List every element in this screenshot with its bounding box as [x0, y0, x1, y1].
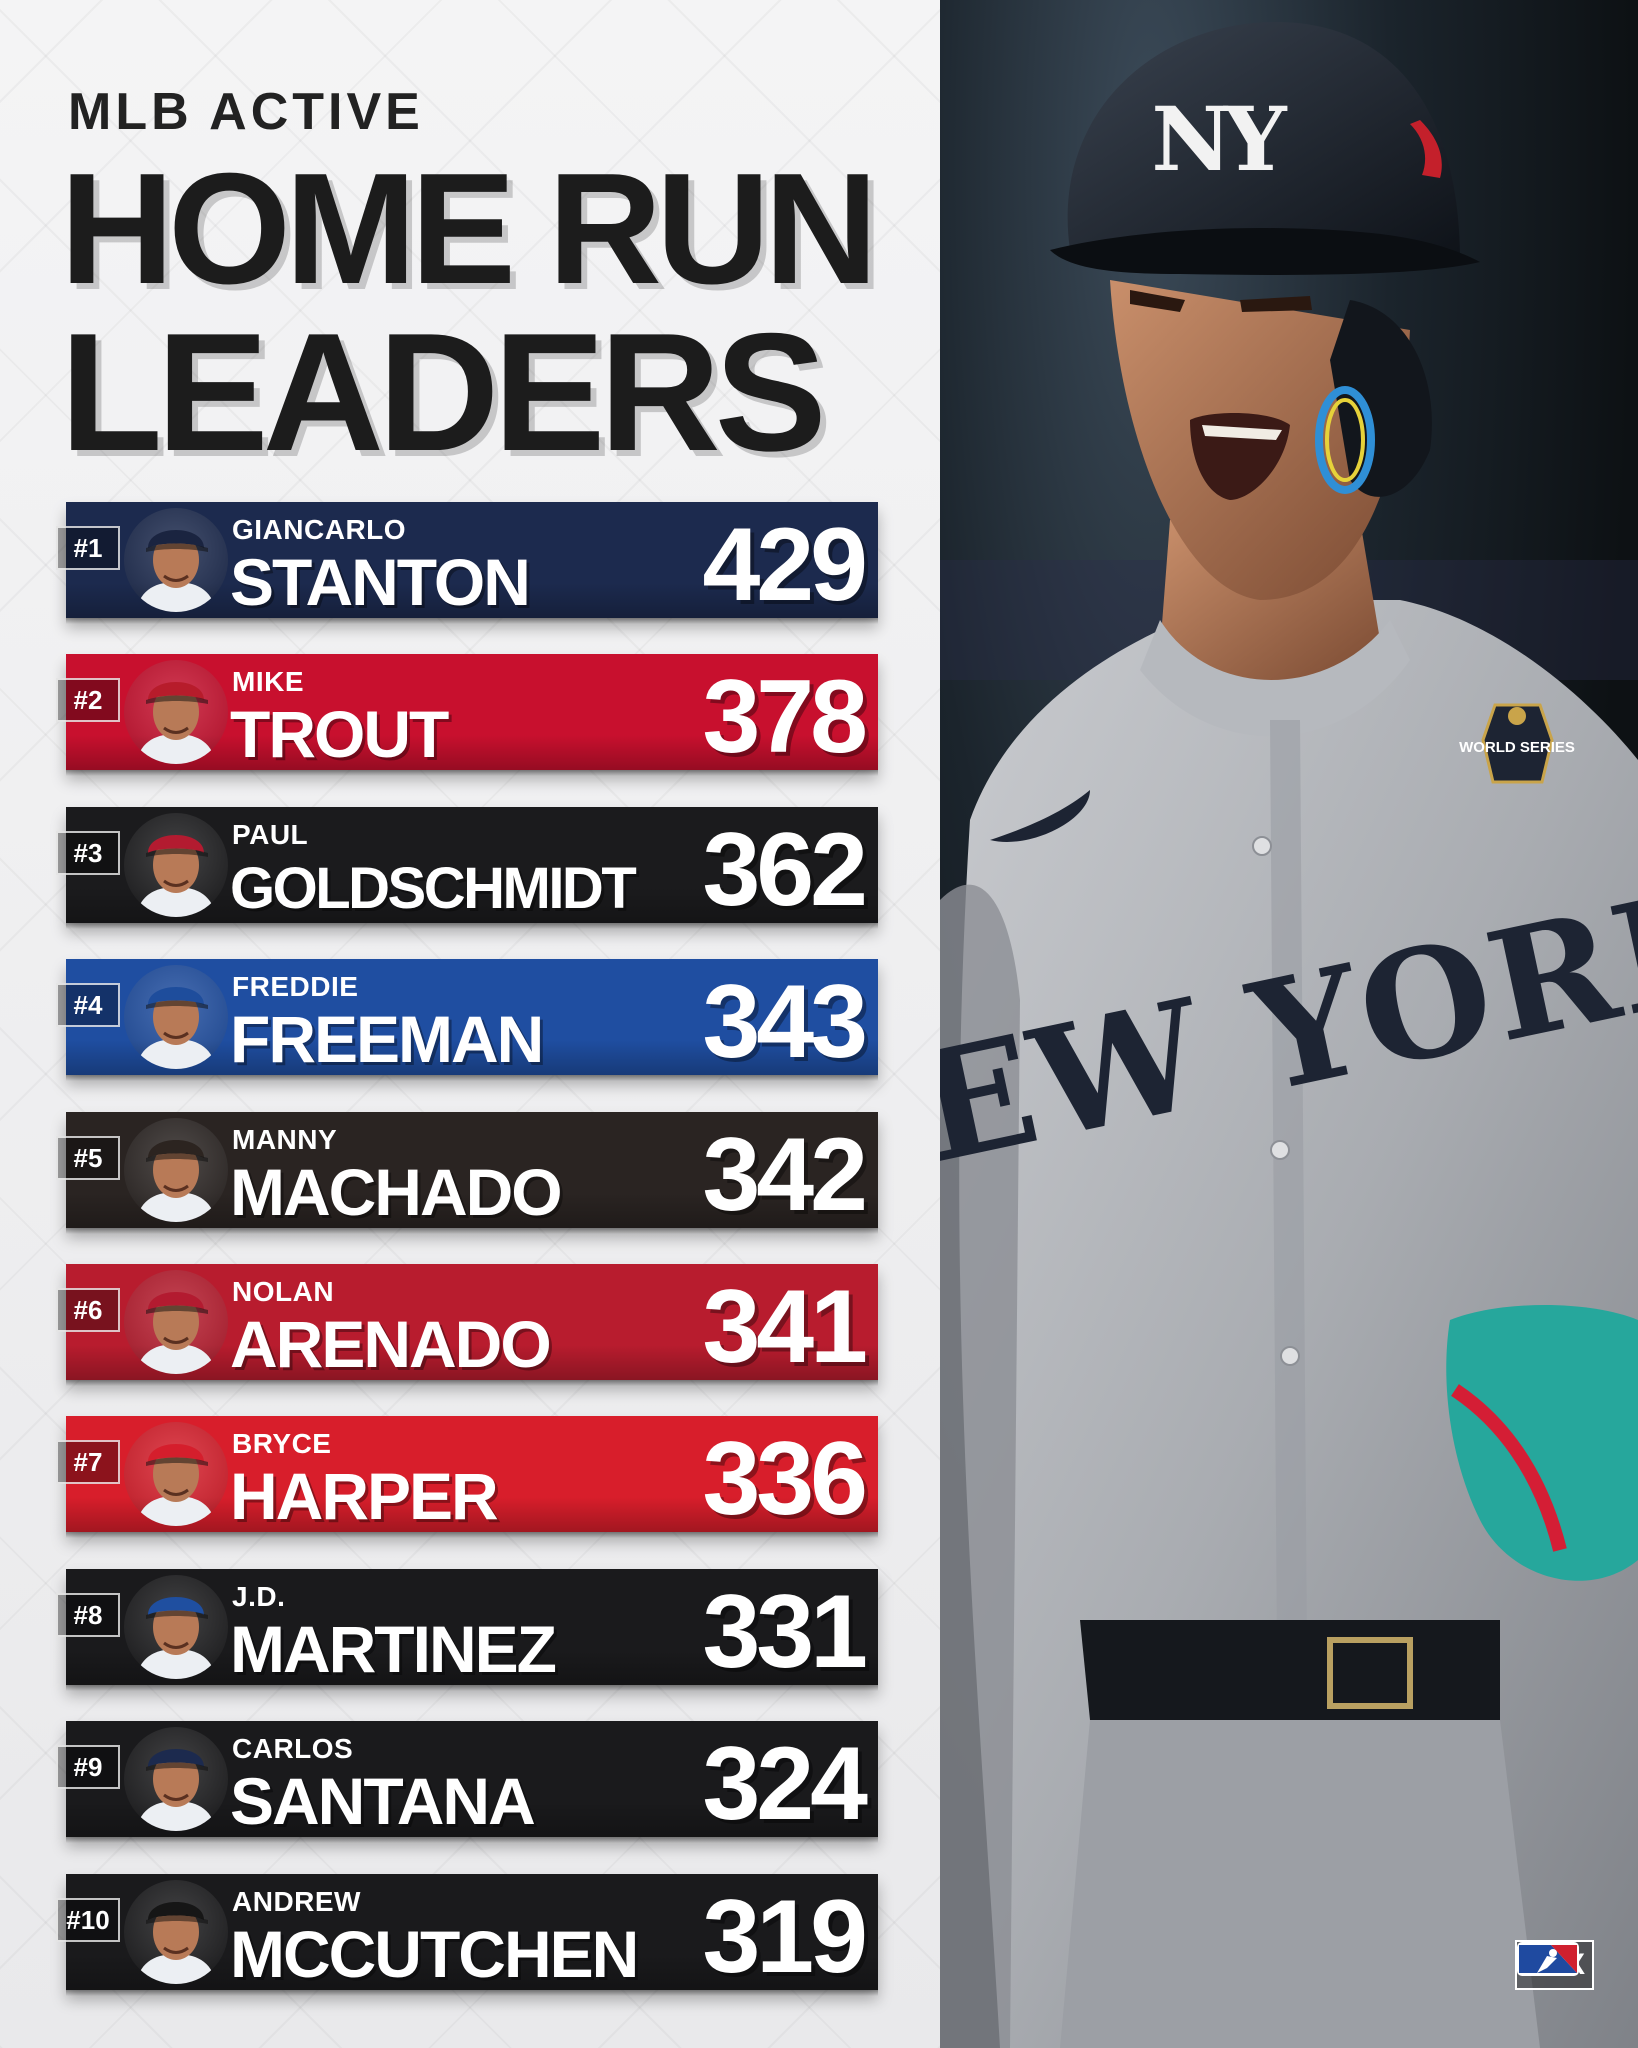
home-run-total: 362: [702, 811, 868, 928]
player-headshot-icon: [124, 1879, 228, 1984]
player-first-name: MIKE: [232, 666, 304, 698]
rank-badge: #8: [56, 1592, 120, 1637]
player-headshot-icon: [124, 1574, 228, 1679]
leader-row: #9 CARLOS SANTANA 324: [56, 1721, 878, 1844]
rank-badge: #5: [56, 1135, 120, 1180]
player-illustration: WORLD SERIES NEW YORK NY: [940, 21, 1638, 2048]
player-last-name: MACHADO: [230, 1154, 563, 1229]
home-run-total: 429: [702, 507, 868, 623]
rank-badge: #2: [56, 678, 120, 723]
rank-badge: #3: [56, 830, 120, 875]
home-run-total: 378: [702, 659, 868, 776]
rank-badge: #4: [56, 983, 120, 1028]
home-run-total: 342: [702, 1116, 868, 1233]
leader-row: #2 MIKE TROUT 378: [56, 654, 878, 777]
home-run-total: 341: [702, 1269, 868, 1385]
player-headshot-icon: [124, 660, 228, 765]
home-run-total: 336: [702, 1421, 868, 1538]
player-last-name: ARENADO: [230, 1307, 552, 1381]
world-series-patch-icon: [1481, 703, 1554, 784]
player-last-name: MCCUTCHEN: [230, 1916, 639, 1991]
player-first-name: ANDREW: [232, 1885, 361, 1917]
player-headshot-icon: [124, 1117, 228, 1222]
rank-badge: #1: [56, 526, 120, 570]
player-headshot-icon: [124, 508, 228, 612]
home-run-total: 319: [702, 1878, 868, 1995]
player-last-name: HARPER: [230, 1459, 499, 1534]
leader-row: #10 ANDREW MCCUTCHEN 319: [56, 1873, 878, 1996]
player-last-name: SANTANA: [230, 1764, 536, 1839]
world-series-patch-text: WORLD SERIES: [1459, 739, 1575, 756]
player-headshot-icon: [124, 1727, 228, 1832]
player-first-name: NOLAN: [232, 1276, 335, 1307]
kicker: MLB ACTIVE: [68, 83, 424, 141]
rank-badge: #9: [56, 1745, 120, 1790]
headline-line-2: LEADERS: [60, 298, 827, 486]
home-run-total: 343: [702, 964, 868, 1081]
player-headshot-icon: [124, 1270, 228, 1374]
player-first-name: J.D.: [232, 1580, 286, 1612]
player-first-name: MANNY: [232, 1123, 338, 1155]
leaderboard-panel: MLB ACTIVE HOME RUN LEADERS #1 GIANCARLO S…: [0, 0, 940, 2048]
player-first-name: GIANCARLO: [232, 514, 407, 545]
leader-row: #6 NOLAN ARENADO 341: [56, 1264, 878, 1386]
player-first-name: FREDDIE: [232, 971, 359, 1003]
player-headshot-icon: [124, 1422, 228, 1527]
home-run-total: 331: [702, 1573, 868, 1690]
network-logo: FOX: [1515, 1940, 1594, 1990]
leader-row: #4 FREDDIE FREEMAN 343: [56, 959, 878, 1082]
rank-badge: #10: [56, 1897, 120, 1942]
leader-row: #5 MANNY MACHADO 342: [56, 1111, 878, 1234]
player-headshot-icon: [124, 812, 228, 917]
mlb-logo-icon: [1517, 1942, 1580, 1976]
headline-line-1: HOME RUN: [60, 141, 878, 317]
rank-badge: #7: [56, 1440, 120, 1485]
player-first-name: BRYCE: [232, 1428, 332, 1460]
player-last-name: TROUT: [230, 697, 449, 772]
player-photo: WORLD SERIES NEW YORK NY FOX: [940, 0, 1638, 2048]
player-last-name: GOLDSCHMIDT: [230, 855, 637, 921]
leader-row: #8 J.D. MARTINEZ 331: [56, 1568, 878, 1691]
player-last-name: FREEMAN: [230, 1002, 544, 1077]
player-first-name: PAUL: [232, 818, 309, 850]
helmet-logo: NY: [1151, 87, 1287, 191]
player-headshot-icon: [124, 965, 228, 1070]
player-last-name: STANTON: [230, 545, 531, 619]
rank-badge: #6: [56, 1288, 120, 1332]
leader-row: #1 GIANCARLO STANTON 429: [56, 502, 878, 624]
player-first-name: CARLOS: [232, 1733, 354, 1765]
player-last-name: MARTINEZ: [230, 1611, 557, 1686]
leader-row: #7 BRYCE HARPER 336: [56, 1416, 878, 1539]
leader-row: #3 PAUL GOLDSCHMIDT 362: [56, 806, 878, 929]
home-run-total: 324: [702, 1726, 868, 1843]
